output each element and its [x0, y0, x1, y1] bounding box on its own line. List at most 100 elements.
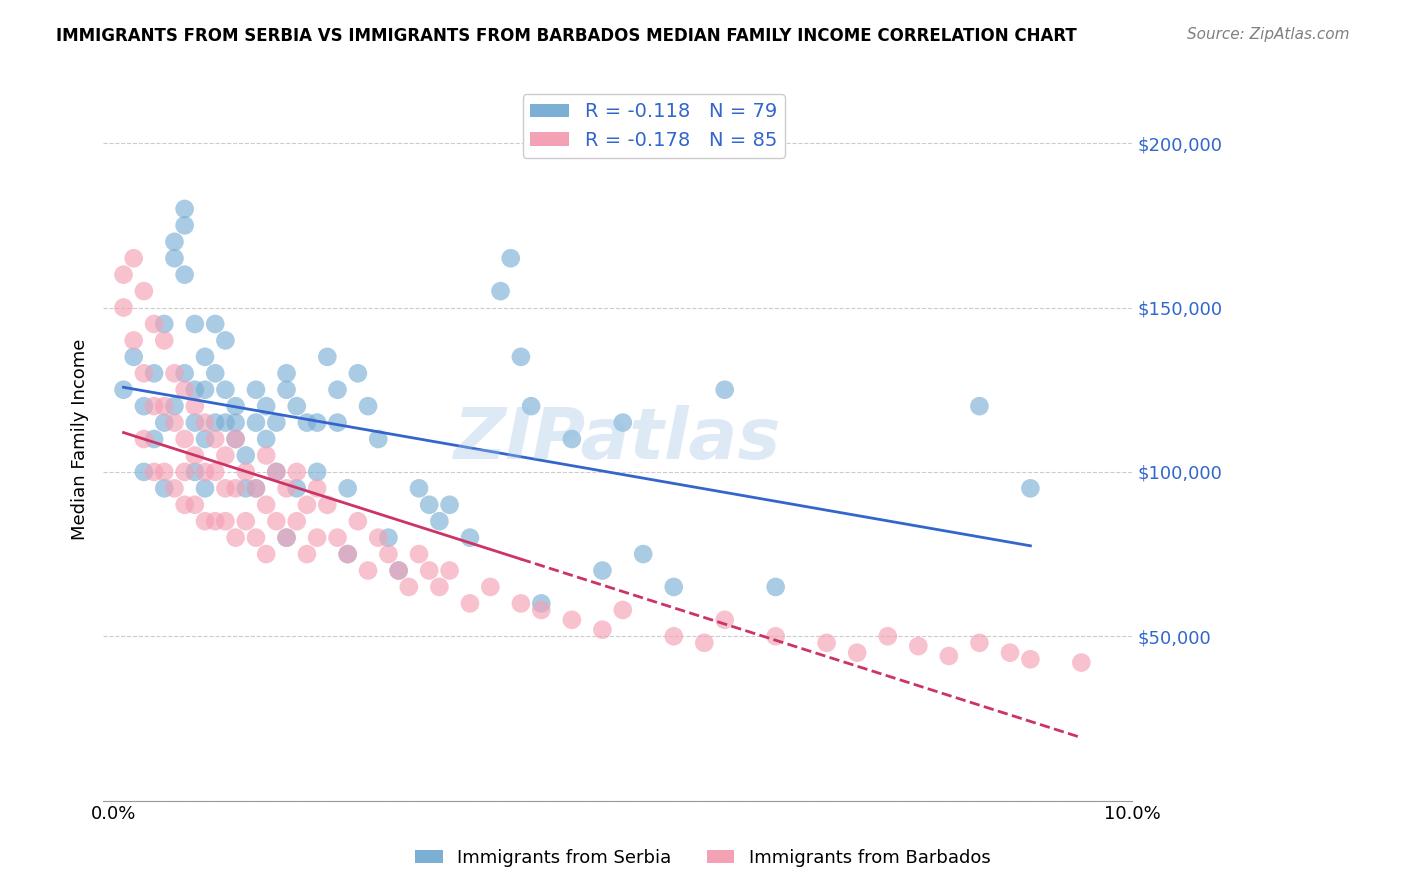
Immigrants from Serbia — [254, 399, 277, 413]
Immigrants from Barbados — [998, 646, 1021, 660]
Immigrants from Serbia — [132, 399, 155, 413]
Immigrants from Serbia — [418, 498, 440, 512]
Immigrants from Barbados — [163, 481, 186, 495]
Immigrants from Barbados — [347, 514, 370, 528]
Immigrants from Serbia — [367, 432, 389, 446]
Immigrants from Barbados — [235, 465, 257, 479]
Immigrants from Barbados — [225, 531, 247, 545]
Immigrants from Serbia — [326, 383, 349, 397]
Immigrants from Serbia — [612, 416, 634, 430]
Immigrants from Serbia — [316, 350, 339, 364]
Immigrants from Barbados — [336, 547, 359, 561]
Immigrants from Serbia — [173, 366, 195, 380]
Immigrants from Barbados — [245, 481, 267, 495]
Immigrants from Serbia — [235, 449, 257, 463]
Immigrants from Serbia — [225, 399, 247, 413]
Text: Source: ZipAtlas.com: Source: ZipAtlas.com — [1187, 27, 1350, 42]
Immigrants from Serbia — [326, 416, 349, 430]
Immigrants from Serbia — [347, 366, 370, 380]
Immigrants from Serbia — [173, 219, 195, 233]
Immigrants from Barbados — [153, 334, 176, 348]
Immigrants from Barbados — [388, 564, 411, 578]
Immigrants from Serbia — [225, 416, 247, 430]
Immigrants from Barbados — [307, 481, 329, 495]
Immigrants from Barbados — [377, 547, 399, 561]
Immigrants from Serbia — [254, 432, 277, 446]
Immigrants from Barbados — [143, 399, 166, 413]
Immigrants from Barbados — [173, 432, 195, 446]
Immigrants from Barbados — [367, 531, 389, 545]
Immigrants from Serbia — [214, 383, 236, 397]
Immigrants from Barbados — [316, 498, 339, 512]
Immigrants from Barbados — [254, 547, 277, 561]
Immigrants from Serbia — [266, 465, 288, 479]
Immigrants from Barbados — [276, 481, 298, 495]
Immigrants from Barbados — [266, 514, 288, 528]
Immigrants from Serbia — [143, 366, 166, 380]
Immigrants from Barbados — [112, 301, 135, 315]
Immigrants from Serbia — [153, 416, 176, 430]
Immigrants from Serbia — [499, 252, 522, 266]
Immigrants from Barbados — [184, 449, 207, 463]
Immigrants from Barbados — [969, 636, 991, 650]
Immigrants from Serbia — [336, 547, 359, 561]
Immigrants from Barbados — [122, 334, 145, 348]
Immigrants from Serbia — [173, 268, 195, 282]
Legend: R = -0.118   N = 79, R = -0.178   N = 85: R = -0.118 N = 79, R = -0.178 N = 85 — [523, 95, 785, 158]
Immigrants from Barbados — [225, 432, 247, 446]
Immigrants from Serbia — [458, 531, 481, 545]
Immigrants from Barbados — [214, 514, 236, 528]
Immigrants from Serbia — [245, 481, 267, 495]
Immigrants from Serbia — [561, 432, 583, 446]
Immigrants from Serbia — [1019, 481, 1042, 495]
Immigrants from Barbados — [357, 564, 380, 578]
Immigrants from Barbados — [693, 636, 716, 650]
Immigrants from Serbia — [662, 580, 685, 594]
Immigrants from Barbados — [112, 268, 135, 282]
Immigrants from Barbados — [194, 465, 217, 479]
Immigrants from Serbia — [122, 350, 145, 364]
Immigrants from Serbia — [204, 366, 226, 380]
Immigrants from Serbia — [285, 399, 308, 413]
Immigrants from Barbados — [429, 580, 451, 594]
Immigrants from Barbados — [153, 399, 176, 413]
Immigrants from Barbados — [266, 465, 288, 479]
Immigrants from Barbados — [398, 580, 420, 594]
Immigrants from Serbia — [163, 235, 186, 249]
Immigrants from Barbados — [235, 514, 257, 528]
Immigrants from Serbia — [184, 383, 207, 397]
Immigrants from Barbados — [591, 623, 613, 637]
Immigrants from Serbia — [276, 531, 298, 545]
Immigrants from Barbados — [214, 449, 236, 463]
Immigrants from Serbia — [214, 334, 236, 348]
Immigrants from Serbia — [184, 416, 207, 430]
Immigrants from Serbia — [969, 399, 991, 413]
Immigrants from Serbia — [194, 432, 217, 446]
Immigrants from Barbados — [276, 531, 298, 545]
Immigrants from Serbia — [520, 399, 543, 413]
Immigrants from Serbia — [194, 350, 217, 364]
Immigrants from Barbados — [245, 531, 267, 545]
Immigrants from Barbados — [307, 531, 329, 545]
Immigrants from Serbia — [204, 317, 226, 331]
Immigrants from Serbia — [439, 498, 461, 512]
Immigrants from Serbia — [377, 531, 399, 545]
Immigrants from Serbia — [225, 432, 247, 446]
Immigrants from Barbados — [295, 498, 318, 512]
Immigrants from Barbados — [173, 498, 195, 512]
Immigrants from Serbia — [143, 432, 166, 446]
Immigrants from Barbados — [561, 613, 583, 627]
Immigrants from Serbia — [214, 416, 236, 430]
Immigrants from Serbia — [163, 399, 186, 413]
Immigrants from Barbados — [458, 596, 481, 610]
Immigrants from Serbia — [591, 564, 613, 578]
Immigrants from Serbia — [357, 399, 380, 413]
Immigrants from Serbia — [631, 547, 654, 561]
Immigrants from Serbia — [285, 481, 308, 495]
Immigrants from Barbados — [815, 636, 838, 650]
Immigrants from Serbia — [276, 383, 298, 397]
Immigrants from Barbados — [662, 629, 685, 643]
Immigrants from Serbia — [388, 564, 411, 578]
Immigrants from Barbados — [846, 646, 869, 660]
Immigrants from Serbia — [266, 416, 288, 430]
